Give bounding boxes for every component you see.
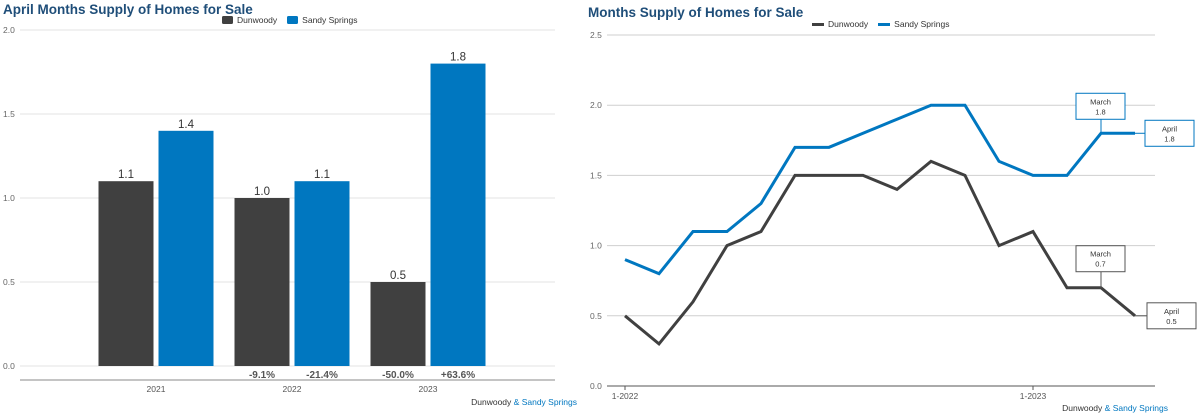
credit-amp: & bbox=[1104, 403, 1111, 413]
credit-label: Dunwoody & Sandy Springs bbox=[471, 397, 577, 407]
change-label: -50.0% bbox=[382, 370, 414, 381]
credit-area2: Sandy Springs bbox=[1112, 403, 1168, 413]
legend-item-sandy-springs[interactable]: Sandy Springs bbox=[287, 15, 357, 25]
legend-label-dunwoody: Dunwoody bbox=[237, 15, 278, 25]
credit-area1: Dunwoody bbox=[1062, 403, 1103, 413]
change-label: -9.1% bbox=[249, 370, 275, 381]
bar-sandy-springs bbox=[294, 181, 350, 366]
y-tick-label: 1.5 bbox=[590, 170, 602, 180]
x-tick-label: 2021 bbox=[147, 384, 166, 394]
credit-amp: & bbox=[513, 397, 520, 407]
y-tick-label: 2.5 bbox=[590, 30, 602, 40]
data-label: 1.4 bbox=[178, 119, 195, 131]
annotation-month: April bbox=[1162, 124, 1177, 133]
annotation-box bbox=[1075, 92, 1126, 120]
line-sandy-springs bbox=[624, 103, 1135, 276]
legend-label-sandy-springs: Sandy Springs bbox=[894, 19, 950, 29]
legend-swatch-dunwoody bbox=[812, 22, 824, 26]
annotation-box bbox=[1146, 302, 1197, 330]
y-tick-label: 0.5 bbox=[3, 277, 15, 287]
x-tick-label: 2022 bbox=[283, 384, 302, 394]
legend-swatch-sandy-springs bbox=[287, 16, 299, 24]
bar-sandy-springs bbox=[158, 130, 214, 366]
legend-item-dunwoody[interactable]: Dunwoody bbox=[812, 19, 868, 29]
legend-item-dunwoody[interactable]: Dunwoody bbox=[222, 15, 277, 25]
y-tick-label: 2.0 bbox=[3, 25, 15, 35]
change-label: +63.6% bbox=[441, 370, 475, 381]
y-tick-label: 1.0 bbox=[3, 193, 15, 203]
y-tick-label: 1.5 bbox=[3, 109, 15, 119]
annotation-month: April bbox=[1164, 307, 1179, 316]
bar-dunwoody bbox=[234, 198, 290, 366]
line-chart-plot: 0.00.51.01.52.02.51-2022 1-2023March1.8Ap… bbox=[590, 30, 1197, 401]
data-label: 1.1 bbox=[314, 169, 330, 181]
bar-chart-plot: 0.0 0.5 1.0 1.5 2.0 2021 1.1 1.4 2022 1.0 -9.1% 1.1… bbox=[3, 25, 555, 394]
credit-area2: Sandy Springs bbox=[521, 397, 577, 407]
line-chart-panel: Months Supply of Homes for Sale Dunwoody… bbox=[580, 0, 1200, 415]
change-label: -21.4% bbox=[306, 370, 338, 381]
legend-swatch-dunwoody bbox=[222, 16, 233, 24]
annotation-month: March bbox=[1090, 97, 1111, 106]
bar-chart-legend: Dunwoody Sandy Springs bbox=[222, 15, 367, 25]
annotation-value: 1.8 bbox=[1164, 134, 1174, 143]
legend-label-sandy-springs: Sandy Springs bbox=[302, 15, 358, 25]
y-tick-label: 0.5 bbox=[590, 311, 602, 321]
data-label: 1.0 bbox=[254, 186, 270, 198]
y-tick-label: 0.0 bbox=[590, 381, 602, 391]
credit-label: Dunwoody & Sandy Springs bbox=[1062, 403, 1168, 413]
x-tick-label: 1-2023 bbox=[1020, 391, 1047, 401]
bar-dunwoody bbox=[370, 282, 426, 366]
line-dunwoody bbox=[624, 159, 1136, 347]
data-label: 1.1 bbox=[118, 169, 134, 181]
bar-chart-title: April Months Supply of Homes for Sale bbox=[3, 2, 253, 17]
legend-swatch-sandy-springs bbox=[878, 22, 891, 26]
x-tick-label: 2023 bbox=[419, 384, 438, 394]
bar-chart-panel: April Months Supply of Homes for Sale Du… bbox=[0, 0, 580, 415]
y-tick-label: 2.0 bbox=[590, 100, 602, 110]
bar-sandy-springs bbox=[430, 63, 486, 366]
annotation-box bbox=[1075, 245, 1126, 273]
y-tick-label: 0.0 bbox=[3, 361, 15, 371]
data-label: 1.8 bbox=[450, 52, 466, 64]
line-chart-legend: Dunwoody Sandy Springs bbox=[812, 19, 959, 29]
bar-dunwoody bbox=[98, 181, 154, 366]
line-chart-title: Months Supply of Homes for Sale bbox=[588, 5, 804, 20]
annotation-value: 0.5 bbox=[1166, 317, 1176, 326]
x-tick-label: 1-2022 bbox=[612, 391, 639, 401]
legend-item-sandy-springs[interactable]: Sandy Springs bbox=[878, 19, 949, 29]
annotation-value: 0.7 bbox=[1095, 260, 1105, 269]
y-tick-label: 1.0 bbox=[590, 241, 602, 251]
annotation-value: 1.8 bbox=[1095, 107, 1105, 116]
annotation-month: March bbox=[1090, 250, 1111, 259]
credit-area1: Dunwoody bbox=[471, 397, 512, 407]
legend-label-dunwoody: Dunwoody bbox=[828, 19, 869, 29]
data-label: 0.5 bbox=[390, 270, 406, 282]
annotation-box bbox=[1144, 119, 1195, 147]
